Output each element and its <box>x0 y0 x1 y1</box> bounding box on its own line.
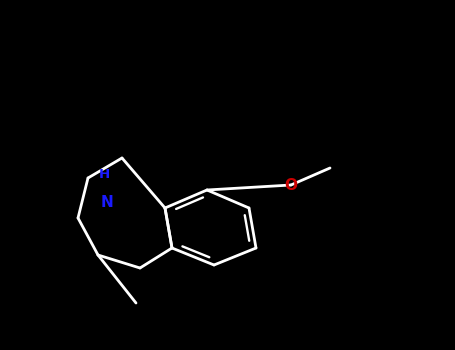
Text: H: H <box>98 168 110 181</box>
Text: N: N <box>101 195 113 210</box>
Text: O: O <box>284 177 298 192</box>
